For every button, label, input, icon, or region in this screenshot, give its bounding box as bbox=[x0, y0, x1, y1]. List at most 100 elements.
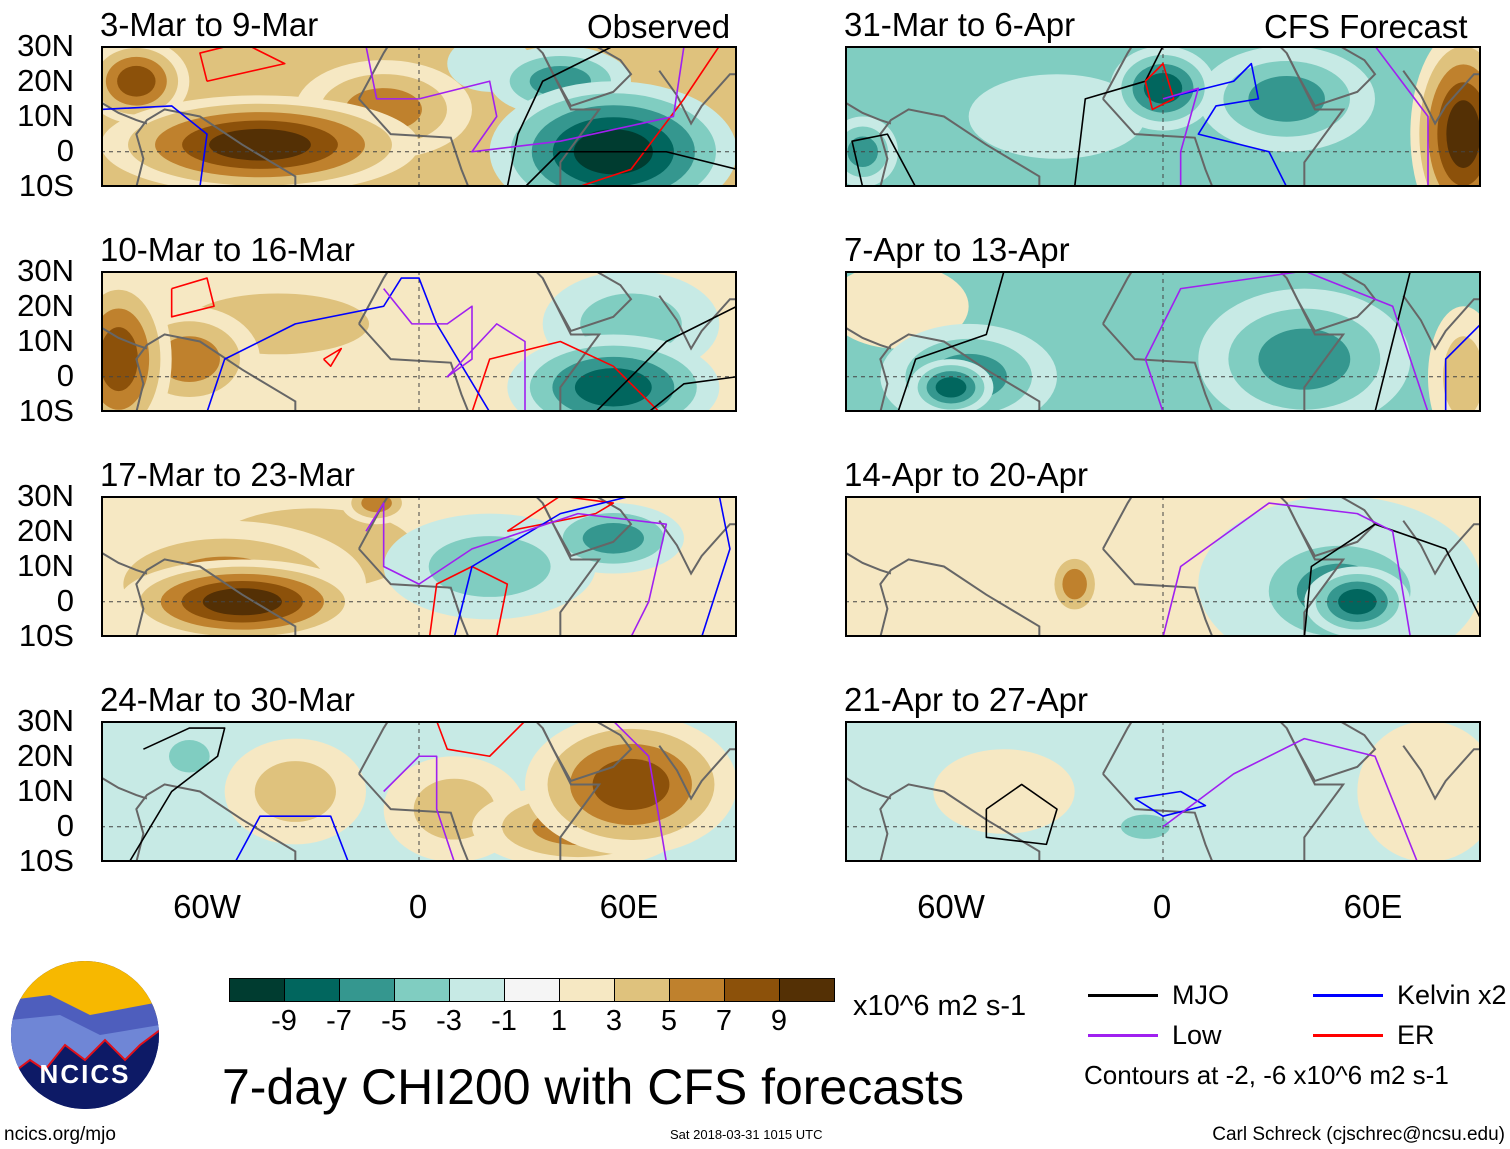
lat-label: 30N bbox=[17, 478, 74, 513]
coastline bbox=[541, 271, 633, 333]
map-panel bbox=[101, 46, 737, 187]
anomaly-contour bbox=[1443, 336, 1481, 412]
wave-contour-line bbox=[1374, 271, 1412, 412]
lon-label: 60W bbox=[173, 888, 241, 925]
panel-title: 14-Apr to 20-Apr bbox=[844, 456, 1088, 493]
colorbar-tick: -9 bbox=[271, 1005, 297, 1037]
lon-label: 60E bbox=[1343, 888, 1403, 925]
panel-title: 7-Apr to 13-Apr bbox=[844, 231, 1070, 268]
footer-timestamp: Sat 2018-03-31 1015 UTC bbox=[670, 1127, 823, 1142]
coastline bbox=[101, 101, 148, 125]
coastline bbox=[879, 333, 1041, 412]
lat-label: 10N bbox=[17, 98, 74, 133]
coastline bbox=[135, 333, 297, 412]
wave-contour-line bbox=[365, 46, 685, 153]
wave-contour-line bbox=[170, 277, 215, 318]
wave-contour-line bbox=[128, 727, 226, 862]
lon-label: 0 bbox=[1152, 888, 1172, 925]
colorbar-tick: 7 bbox=[715, 1005, 733, 1037]
wave-contour-line bbox=[1303, 523, 1481, 637]
wave-contour-line bbox=[506, 496, 615, 533]
colorbar-tick: -7 bbox=[326, 1005, 352, 1037]
map-panel bbox=[845, 721, 1481, 862]
lat-label: 20N bbox=[17, 738, 74, 773]
colorbar-swatch bbox=[340, 979, 395, 1001]
panel-frame bbox=[845, 721, 1481, 862]
lat-label: 0 bbox=[56, 133, 74, 168]
colorbar-tick: -1 bbox=[491, 1005, 517, 1037]
coastline bbox=[135, 108, 297, 187]
panel-title: 21-Apr to 27-Apr bbox=[844, 681, 1088, 718]
coastline bbox=[658, 745, 737, 801]
coastline bbox=[358, 721, 602, 862]
colorbar-tick: -3 bbox=[436, 1005, 462, 1037]
lon-label: 0 bbox=[408, 888, 428, 925]
coastline bbox=[101, 326, 148, 350]
lat-label: 20N bbox=[17, 288, 74, 323]
anomaly-contour bbox=[169, 740, 210, 773]
wave-contour-line bbox=[206, 277, 491, 412]
map-panel bbox=[845, 496, 1481, 637]
coastline bbox=[101, 551, 148, 575]
anomaly-contour bbox=[1258, 328, 1351, 390]
anomaly-contour bbox=[202, 588, 282, 616]
wave-contour-line bbox=[897, 271, 1005, 412]
colorbar bbox=[229, 978, 835, 1002]
colorbar-units: x10^6 m2 s-1 bbox=[853, 990, 1027, 1022]
wave-contour-line bbox=[1073, 46, 1164, 187]
map-panel bbox=[101, 271, 737, 412]
panel-title: 31-Mar to 6-Apr bbox=[844, 6, 1076, 43]
wave-contour-line bbox=[506, 46, 614, 187]
colorbar-swatch bbox=[780, 979, 834, 1001]
wave-contour-line bbox=[323, 347, 343, 367]
colorbar-swatch bbox=[285, 979, 340, 1001]
anomaly-contour bbox=[1446, 100, 1481, 168]
colorbar-tick: 9 bbox=[770, 1005, 788, 1037]
colorbar-swatch bbox=[725, 979, 780, 1001]
lat-label: 10S bbox=[18, 168, 74, 203]
anomaly-contour bbox=[933, 749, 1075, 834]
coastline bbox=[1102, 721, 1346, 862]
coastline bbox=[358, 271, 602, 412]
wave-contour-line bbox=[1374, 46, 1429, 187]
lat-label: 30N bbox=[17, 28, 74, 63]
wave-contour-line bbox=[383, 755, 456, 862]
lat-label: 10N bbox=[17, 323, 74, 358]
coastline bbox=[845, 101, 892, 125]
wave-contour-line bbox=[612, 721, 668, 862]
coastline bbox=[1285, 46, 1377, 108]
lat-label: 0 bbox=[56, 583, 74, 618]
panel-frame bbox=[101, 271, 737, 412]
wave-contour-line bbox=[1162, 62, 1288, 187]
coastline bbox=[845, 326, 892, 350]
coastline bbox=[658, 295, 737, 351]
forecast-label: CFS Forecast bbox=[1264, 8, 1468, 45]
footer-url[interactable]: ncics.org/mjo bbox=[4, 1124, 116, 1145]
wave-contour-line bbox=[1144, 62, 1175, 111]
wave-contour-line bbox=[1162, 502, 1412, 637]
coastline bbox=[845, 551, 892, 575]
coastline bbox=[1102, 271, 1346, 412]
panel-frame bbox=[845, 46, 1481, 187]
lat-label: 10N bbox=[17, 548, 74, 583]
lon-label: 60W bbox=[917, 888, 985, 925]
wave-contour-line bbox=[453, 496, 731, 637]
contours-note: Contours at -2, -6 x10^6 m2 s-1 bbox=[1084, 1060, 1449, 1090]
lat-label: 0 bbox=[56, 358, 74, 393]
anomaly-contour bbox=[254, 761, 336, 822]
coastline bbox=[1285, 271, 1377, 333]
panel-title: 10-Mar to 16-Mar bbox=[100, 231, 355, 268]
panel-frame bbox=[101, 496, 737, 637]
wave-contour-line bbox=[1134, 790, 1207, 817]
footer-author: Carl Schreck (cjschrec@ncsu.edu) bbox=[1212, 1124, 1505, 1145]
colorbar-swatch bbox=[395, 979, 450, 1001]
ncics-logo: NCICS bbox=[11, 961, 159, 1109]
panel-title: 17-Mar to 23-Mar bbox=[100, 456, 355, 493]
lat-label: 20N bbox=[17, 63, 74, 98]
lat-label: 10N bbox=[17, 773, 74, 808]
coastline bbox=[135, 558, 297, 637]
wave-contour-line bbox=[234, 815, 350, 862]
panel-title: 24-Mar to 30-Mar bbox=[100, 681, 355, 718]
lat-label: 30N bbox=[17, 253, 74, 288]
